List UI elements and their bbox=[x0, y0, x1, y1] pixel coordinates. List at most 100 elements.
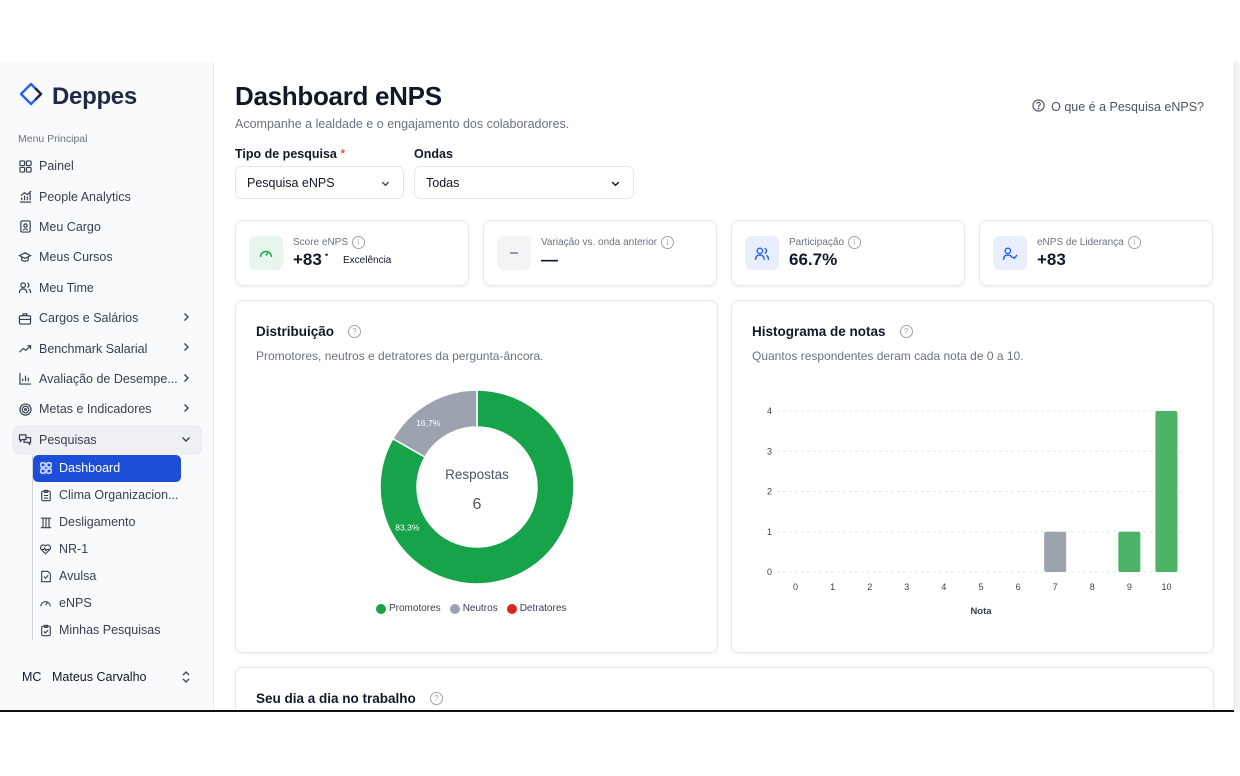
heart-pulse-icon bbox=[39, 543, 52, 556]
sidebar-item-label: Meu Cargo bbox=[39, 219, 101, 234]
page-title: Dashboard eNPS bbox=[235, 81, 442, 111]
sidebar-subitem-desligamento[interactable]: Desligamento bbox=[33, 509, 181, 536]
distribution-card: Distribuição? Promotores, neutros e detr… bbox=[235, 300, 718, 653]
sidebar-subitem-enps[interactable]: eNPS bbox=[33, 590, 181, 617]
grid-icon bbox=[39, 462, 52, 475]
chevrons-up-down-icon bbox=[180, 670, 192, 687]
sidebar-item-cargos-salarios[interactable]: Cargos e Salários bbox=[12, 303, 202, 333]
sidebar-item-painel[interactable]: Painel bbox=[12, 151, 202, 181]
clipboard-check-icon bbox=[39, 624, 52, 637]
sidebar-item-label: Metas e Indicadores bbox=[39, 402, 152, 417]
logo[interactable]: Deppes bbox=[19, 82, 137, 111]
sidebar-item-avaliacao-desempenho[interactable]: Avaliação de Desempe... bbox=[12, 364, 202, 394]
help-circle-icon bbox=[1032, 99, 1045, 115]
sidebar-item-label: Pesquisas bbox=[39, 432, 97, 447]
y-tick-label: 3 bbox=[767, 446, 772, 456]
sidebar-subitem-label: Desligamento bbox=[59, 515, 136, 530]
sidebar-item-benchmark-salarial[interactable]: Benchmark Salarial bbox=[12, 333, 202, 363]
target-icon bbox=[18, 402, 32, 416]
legend-item-neutros: Neutros bbox=[449, 603, 498, 614]
sidebar-item-meu-time[interactable]: Meu Time bbox=[12, 273, 202, 303]
main-nav: Painel People Analytics Meu Cargo Meus C… bbox=[12, 151, 202, 644]
y-tick-label: 2 bbox=[767, 487, 772, 497]
window-edge bbox=[1234, 62, 1240, 712]
help-circle-icon[interactable]: ? bbox=[899, 325, 913, 338]
x-tick-label: 4 bbox=[941, 582, 946, 592]
chevron-down-icon bbox=[610, 178, 621, 192]
donut-slice-promotores bbox=[379, 389, 575, 585]
badge-icon bbox=[18, 220, 32, 234]
daily-work-card: Seu dia a dia no trabalho? bbox=[235, 667, 1214, 710]
x-tick-label: 8 bbox=[1090, 582, 1095, 592]
required-marker: * bbox=[340, 147, 346, 161]
sidebar-subitem-nr1[interactable]: NR-1 bbox=[33, 536, 181, 563]
sidebar-subitem-avulsa[interactable]: Avulsa bbox=[33, 563, 181, 590]
donut-chart: 83,3% 16,7% Respostas 6 bbox=[379, 389, 575, 585]
histogram-bar-nota-9 bbox=[1118, 531, 1141, 572]
sidebar-item-label: Meu Time bbox=[39, 280, 94, 295]
histogram-card: Histograma de notas? Quantos respondente… bbox=[731, 300, 1214, 653]
legend-swatch bbox=[506, 603, 517, 614]
sidebar-item-label: Painel bbox=[39, 159, 74, 174]
sidebar-item-label: Avaliação de Desempe... bbox=[39, 371, 178, 386]
info-icon[interactable]: i bbox=[661, 236, 674, 249]
sidebar-item-label: Meus Cursos bbox=[39, 250, 113, 265]
card-subtitle: Promotores, neutros e detratores da perg… bbox=[256, 349, 544, 363]
sidebar-item-label: People Analytics bbox=[39, 189, 131, 204]
help-circle-icon[interactable]: ? bbox=[429, 692, 443, 705]
kpi-label: Participação i bbox=[789, 236, 862, 249]
sidebar-item-metas-indicadores[interactable]: Metas e Indicadores bbox=[12, 394, 202, 424]
x-tick-label: 10 bbox=[1161, 582, 1171, 592]
info-icon[interactable]: i bbox=[848, 236, 862, 249]
sidebar-subitem-dashboard[interactable]: Dashboard bbox=[33, 454, 181, 482]
histogram-bar-nota-10 bbox=[1155, 411, 1178, 572]
clipboard-icon bbox=[39, 489, 52, 502]
page-subtitle: Acompanhe a lealdade e o engajamento dos… bbox=[235, 117, 570, 131]
y-tick-label: 4 bbox=[767, 406, 772, 416]
pesquisas-submenu: Dashboard Clima Organizacion... Desligam… bbox=[32, 454, 202, 644]
sidebar-item-meu-cargo[interactable]: Meu Cargo bbox=[12, 212, 202, 242]
help-link-label: O que é a Pesquisa eNPS? bbox=[1051, 100, 1204, 114]
slice-label: 83,3% bbox=[395, 522, 420, 532]
waves-select[interactable]: Todas bbox=[414, 166, 634, 199]
x-tick-label: 0 bbox=[793, 582, 798, 592]
x-tick-label: 7 bbox=[1053, 582, 1058, 592]
y-tick-label: 1 bbox=[767, 527, 772, 537]
sidebar-subitem-label: Avulsa bbox=[59, 569, 97, 584]
users-icon bbox=[745, 236, 779, 270]
file-icon bbox=[39, 570, 52, 583]
chart-legend: Promotores Neutros Detratores bbox=[376, 603, 566, 614]
x-tick-label: 3 bbox=[904, 582, 909, 592]
kpi-label: eNPS de Liderança i bbox=[1037, 236, 1141, 249]
sidebar-subitem-label: Clima Organizacion... bbox=[59, 488, 179, 503]
chat-icon bbox=[18, 433, 32, 447]
sidebar-item-people-analytics[interactable]: People Analytics bbox=[12, 181, 202, 211]
sidebar-subitem-label: NR-1 bbox=[59, 542, 89, 557]
card-title: Distribuição? bbox=[256, 324, 362, 339]
columns-icon bbox=[39, 516, 52, 529]
info-icon[interactable]: i bbox=[352, 236, 366, 249]
sidebar-item-pesquisas[interactable]: Pesquisas bbox=[12, 424, 202, 455]
donut-center-label: Respostas bbox=[445, 467, 509, 482]
user-menu[interactable]: MC Mateus Carvalho bbox=[14, 664, 200, 690]
donut-center-value: 6 bbox=[473, 496, 482, 513]
x-tick-label: 2 bbox=[867, 582, 872, 592]
chevron-down-icon bbox=[180, 433, 192, 445]
sidebar-item-meus-cursos[interactable]: Meus Cursos bbox=[12, 242, 202, 272]
sidebar-subitem-label: eNPS bbox=[59, 596, 92, 611]
help-circle-icon[interactable]: ? bbox=[348, 325, 362, 338]
help-link[interactable]: O que é a Pesquisa eNPS? bbox=[1032, 99, 1204, 115]
y-tick-label: 0 bbox=[767, 567, 772, 577]
sidebar-subitem-minhas-pesquisas[interactable]: Minhas Pesquisas bbox=[33, 617, 181, 644]
chevron-right-icon bbox=[180, 341, 192, 353]
legend-item-promotores: Promotores bbox=[376, 603, 441, 614]
waves-value: Todas bbox=[426, 175, 460, 190]
survey-type-select[interactable]: Pesquisa eNPS bbox=[235, 166, 404, 199]
users-icon bbox=[18, 281, 32, 295]
info-icon[interactable]: i bbox=[1127, 236, 1141, 249]
x-axis-label: Nota bbox=[970, 606, 992, 617]
chevron-right-icon bbox=[180, 372, 192, 384]
sidebar-subitem-clima-organizacional[interactable]: Clima Organizacion... bbox=[33, 482, 181, 509]
trending-up-icon bbox=[18, 342, 32, 356]
graduation-cap-icon bbox=[18, 250, 32, 264]
